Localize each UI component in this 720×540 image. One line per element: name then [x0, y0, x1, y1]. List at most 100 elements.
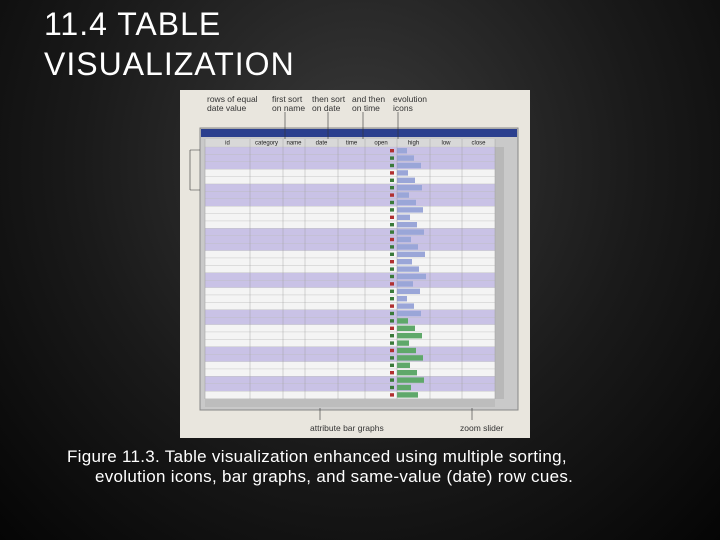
column-header: open	[374, 141, 387, 147]
evolution-icon	[390, 371, 394, 375]
table-row	[204, 176, 496, 185]
table-row	[204, 206, 496, 214]
window-title-bar	[201, 129, 517, 137]
bar-graph	[397, 162, 421, 169]
annotation: rows of equal date value	[207, 94, 258, 113]
evolution-icon	[390, 348, 394, 353]
evolution-icon	[390, 156, 394, 160]
bar-graph	[397, 155, 414, 161]
bar-graph	[397, 362, 410, 368]
bar-graph	[397, 340, 409, 346]
evolution-icon	[390, 171, 394, 175]
bar-graph	[397, 288, 420, 294]
bar-graph	[397, 333, 422, 339]
evolution-icon	[390, 297, 394, 301]
table-row	[204, 391, 496, 399]
table-row	[204, 376, 496, 384]
bar-graph	[397, 214, 410, 220]
bar-graph	[397, 199, 416, 206]
column-header: id	[225, 141, 230, 147]
bar-graph	[397, 192, 409, 198]
evolution-icon	[390, 245, 394, 249]
table-row	[204, 243, 496, 251]
evolution-icon	[390, 223, 394, 227]
bar-graph	[397, 370, 417, 376]
evolution-icon	[390, 252, 394, 256]
table-row	[204, 213, 496, 222]
annotation: evolution icons	[393, 94, 428, 113]
bar-graph	[397, 177, 415, 183]
evolution-icon	[390, 311, 394, 316]
bar-graph	[397, 355, 423, 361]
bar-graph	[397, 207, 423, 213]
bar-graph	[397, 303, 414, 309]
evolution-icon	[390, 393, 394, 397]
table-row	[204, 146, 496, 155]
bar-graph	[397, 377, 424, 383]
bar-graph	[397, 318, 408, 324]
figure: id category name date time open high low close r…	[180, 90, 530, 438]
table-row	[204, 361, 496, 370]
bar-graph	[397, 170, 408, 176]
table-row	[204, 220, 496, 229]
evolution-icon	[390, 237, 394, 242]
column-header: low	[441, 141, 451, 147]
evolution-icon	[390, 378, 394, 382]
evolution-icon	[390, 230, 394, 234]
table-row	[204, 257, 496, 266]
table-row	[204, 161, 496, 170]
table-row	[204, 198, 496, 207]
annotation: then sort on date	[312, 94, 346, 113]
zoom-slider-bar	[205, 399, 495, 407]
table-row	[204, 280, 496, 288]
table-row	[204, 265, 496, 273]
bar-graph	[397, 266, 419, 272]
evolution-icon	[390, 326, 394, 330]
table-row	[204, 309, 496, 318]
table-row	[204, 383, 496, 392]
bar-graph	[397, 296, 407, 302]
table-row	[204, 339, 496, 347]
evolution-icon	[390, 385, 394, 390]
bar-graph	[397, 222, 417, 228]
table-row	[204, 250, 496, 259]
bar-graph	[397, 259, 412, 265]
annotation: first sort on name	[272, 94, 306, 113]
evolution-icon	[390, 208, 394, 212]
evolution-icon	[390, 149, 394, 153]
table-row	[204, 169, 496, 177]
table-row	[204, 228, 496, 236]
column-header: date	[316, 141, 328, 147]
bar-graph	[397, 185, 422, 191]
evolution-icon	[390, 274, 394, 279]
caption-line: Figure 11.3. Table visualization enhance…	[67, 447, 567, 466]
bar-graph	[397, 392, 418, 398]
evolution-icon	[390, 215, 394, 219]
bar-graph	[397, 281, 413, 287]
table-screenshot: id category name date time open high low close	[189, 112, 519, 420]
caption-line: evolution icons, bar graphs, and same-va…	[95, 467, 574, 486]
table-row	[204, 346, 496, 355]
column-header: category	[255, 141, 278, 147]
evolution-icon	[390, 304, 394, 308]
table-row	[204, 331, 496, 340]
evolution-icon	[390, 289, 394, 293]
evolution-icon	[390, 260, 394, 264]
evolution-icon	[390, 186, 394, 190]
bracket	[189, 149, 200, 191]
evolution-icon	[390, 341, 394, 345]
bar-graph	[397, 384, 411, 391]
evolution-icon	[390, 178, 394, 182]
column-header: close	[471, 141, 486, 147]
evolution-icon	[390, 319, 394, 323]
bar-graph	[397, 310, 421, 317]
scrollbar	[495, 147, 504, 399]
annotation: zoom slider	[460, 423, 504, 433]
table-row	[204, 294, 496, 303]
table-row	[204, 183, 496, 192]
slide-title: 11.4 TABLE VISUALIZATION	[44, 6, 295, 82]
bar-graph	[397, 229, 424, 235]
bar-graph	[397, 325, 415, 331]
column-header: name	[286, 141, 302, 147]
